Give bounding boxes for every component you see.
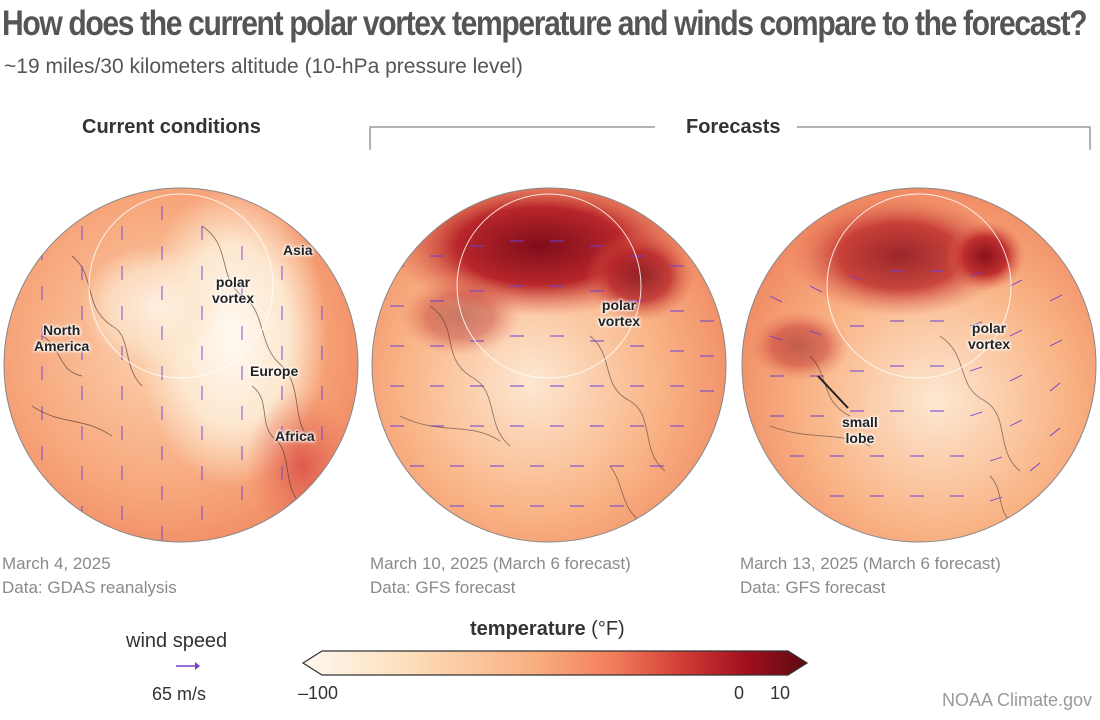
caption-date: March 13, 2025 (March 6 forecast) [740,554,1001,573]
caption-date: March 4, 2025 [2,554,111,573]
coastline-sketch [31,225,308,507]
wind-speed-legend-value: 65 m/s [152,684,207,704]
globe-current [2,186,360,544]
colorbar-tick-max: 10 [770,683,791,703]
credit-noaa: NOAA Climate.gov [941,690,1092,710]
temperature-colorbar [302,650,808,676]
caption-source: Data: GDAS reanalysis [2,578,177,597]
label-europe: Europe [250,363,299,379]
wind-speed-legend-title: wind speed [126,630,228,652]
globe-forecast-march-13 [740,186,1098,544]
label-africa: Africa [275,428,315,444]
label-polar-vortex-march-13: polar vortex [968,320,1011,352]
label-small-lobe: small lobe [842,414,878,446]
current-conditions-heading: Current conditions [82,116,261,138]
colorbar-tick-zero: 0 [734,683,745,703]
caption-date: March 10, 2025 (March 6 forecast) [370,554,631,573]
temperature-legend-title: temperature (°F) [470,618,625,640]
wind-arrow-icon [176,662,200,670]
caption-source: Data: GFS forecast [740,578,886,597]
label-polar-vortex-current: polar vortex [212,274,255,306]
forecasts-heading: Forecasts [686,116,781,138]
label-north-america: North America [34,322,90,354]
chart-subtitle: ~19 miles/30 kilometers altitude (10-hPa… [4,55,523,78]
colorbar-tick-min: –100 [298,683,339,703]
forecasts-bracket [369,126,1091,150]
small-lobe-pointer [817,375,849,409]
label-polar-vortex-march-10: polar vortex [598,297,641,329]
globe-forecast-march-10 [370,186,728,544]
chart-title: How does the current polar vortex temper… [2,4,1088,43]
caption-current: March 4, 2025 Data: GDAS reanalysis [2,552,177,600]
caption-forecast-1: March 10, 2025 (March 6 forecast) Data: … [370,552,631,600]
label-asia: Asia [283,242,313,258]
caption-source: Data: GFS forecast [370,578,516,597]
caption-forecast-2: March 13, 2025 (March 6 forecast) Data: … [740,552,1001,600]
